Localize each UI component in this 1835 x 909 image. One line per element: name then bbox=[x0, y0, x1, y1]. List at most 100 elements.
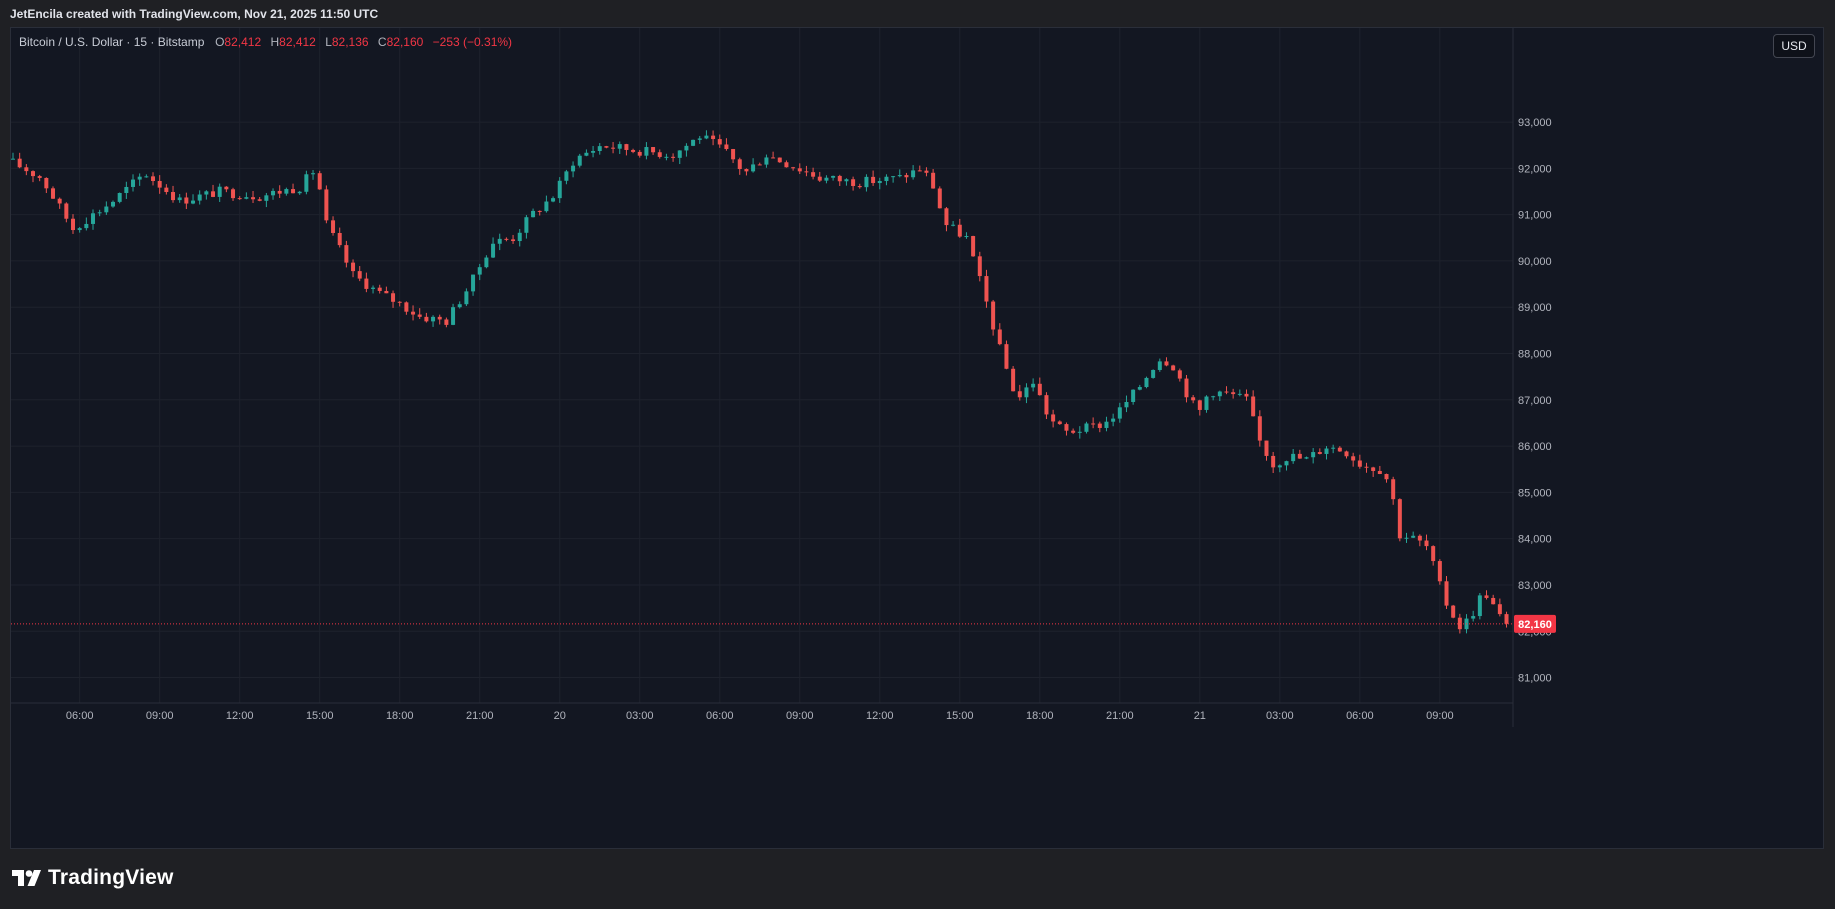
candle-down bbox=[1037, 383, 1042, 396]
candle-up bbox=[1311, 452, 1316, 458]
candle-down bbox=[411, 311, 416, 315]
y-tick-label: 86,000 bbox=[1518, 441, 1552, 453]
candle-down bbox=[24, 167, 29, 172]
candle-down bbox=[1271, 455, 1276, 468]
candle-up bbox=[664, 156, 669, 158]
candle-down bbox=[64, 203, 69, 219]
candle-down bbox=[717, 139, 722, 145]
candle-up bbox=[1304, 457, 1309, 459]
legend-open-label: O bbox=[215, 35, 225, 49]
x-tick-label: 21:00 bbox=[466, 710, 494, 722]
candle-down bbox=[1197, 400, 1202, 410]
candle-up bbox=[831, 175, 836, 178]
candle-down bbox=[1431, 546, 1436, 562]
candle-up bbox=[371, 287, 376, 289]
x-tick-label: 21:00 bbox=[1106, 710, 1134, 722]
candle-up bbox=[124, 186, 129, 194]
x-tick-label: 06:00 bbox=[66, 710, 94, 722]
candle-down bbox=[324, 189, 329, 221]
candle-up bbox=[84, 223, 89, 229]
candle-down bbox=[1017, 391, 1022, 398]
candle-down bbox=[731, 149, 736, 160]
candle-up bbox=[244, 197, 249, 199]
candle-up bbox=[864, 176, 869, 188]
legend-close-value: 82,160 bbox=[386, 35, 424, 49]
y-tick-label: 88,000 bbox=[1518, 349, 1552, 361]
chart-credit-line: JetEncila created with TradingView.com, … bbox=[10, 7, 379, 21]
candle-down bbox=[1424, 540, 1429, 547]
candle-down bbox=[724, 144, 729, 150]
candle-up bbox=[471, 274, 476, 292]
candle-down bbox=[257, 199, 262, 201]
candle-up bbox=[644, 147, 649, 156]
candle-down bbox=[651, 147, 656, 153]
candle-down bbox=[71, 218, 76, 231]
candle-down bbox=[744, 169, 749, 172]
candle-up bbox=[271, 190, 276, 196]
candle-down bbox=[417, 314, 422, 317]
candle-up bbox=[431, 316, 436, 322]
candle-down bbox=[1251, 396, 1256, 417]
candle-up bbox=[1277, 465, 1282, 468]
candle-up bbox=[111, 201, 116, 207]
symbol-legend[interactable]: Bitcoin / U.S. Dollar · 15 · Bitstamp O8… bbox=[19, 35, 512, 49]
candle-down bbox=[171, 192, 176, 201]
candle-down bbox=[804, 171, 809, 173]
candle-up bbox=[1031, 383, 1036, 388]
candle-up bbox=[284, 189, 289, 194]
price-chart[interactable]: 81,00082,00083,00084,00085,00086,00087,0… bbox=[11, 28, 1823, 848]
candle-down bbox=[44, 177, 49, 189]
candle-up bbox=[1404, 537, 1409, 539]
x-tick-label: 03:00 bbox=[626, 710, 654, 722]
candle-up bbox=[1024, 387, 1029, 398]
candle-up bbox=[1144, 377, 1149, 388]
candle-down bbox=[917, 170, 922, 172]
legend-low-value: 82,136 bbox=[331, 35, 369, 49]
candle-up bbox=[484, 257, 489, 268]
candle-down bbox=[671, 156, 676, 158]
candle-up bbox=[691, 139, 696, 146]
chart-panel[interactable]: 81,00082,00083,00084,00085,00086,00087,0… bbox=[10, 27, 1824, 849]
candle-down bbox=[1497, 604, 1502, 615]
candle-down bbox=[37, 176, 42, 178]
candle-down bbox=[1491, 597, 1496, 605]
candle-down bbox=[1384, 473, 1389, 480]
candle-down bbox=[851, 179, 856, 187]
legend-open-value: 82,412 bbox=[224, 35, 262, 49]
candle-up bbox=[524, 217, 529, 233]
candle-up bbox=[551, 198, 556, 202]
candle-up bbox=[1204, 396, 1209, 410]
candle-up bbox=[897, 175, 902, 177]
candle-down bbox=[537, 210, 542, 212]
x-tick-label: 09:00 bbox=[146, 710, 174, 722]
candle-down bbox=[1451, 605, 1456, 618]
tradingview-logo[interactable]: TradingView bbox=[12, 866, 174, 890]
candle-up bbox=[1237, 393, 1242, 395]
candle-up bbox=[137, 176, 142, 180]
candle-down bbox=[637, 151, 642, 156]
candle-up bbox=[97, 212, 102, 214]
candle-up bbox=[491, 243, 496, 258]
y-tick-label: 93,000 bbox=[1518, 117, 1552, 129]
candle-down bbox=[711, 135, 716, 140]
candle-up bbox=[131, 179, 136, 187]
candle-down bbox=[1297, 453, 1302, 459]
candle-down bbox=[377, 287, 382, 291]
candle-up bbox=[144, 176, 149, 178]
candle-up bbox=[1157, 361, 1162, 370]
candle-down bbox=[331, 220, 336, 234]
candle-down bbox=[791, 167, 796, 169]
candle-up bbox=[617, 144, 622, 149]
candle-up bbox=[1077, 431, 1082, 433]
currency-button[interactable]: USD bbox=[1773, 34, 1815, 58]
candle-up bbox=[464, 291, 469, 305]
candle-up bbox=[1211, 396, 1216, 398]
candle-down bbox=[777, 157, 782, 163]
candle-down bbox=[437, 316, 442, 320]
candle-up bbox=[531, 210, 536, 218]
candle-down bbox=[937, 188, 942, 209]
candle-down bbox=[1171, 365, 1176, 371]
candle-down bbox=[1051, 414, 1056, 422]
candle-up bbox=[564, 171, 569, 181]
candle-down bbox=[211, 191, 216, 197]
